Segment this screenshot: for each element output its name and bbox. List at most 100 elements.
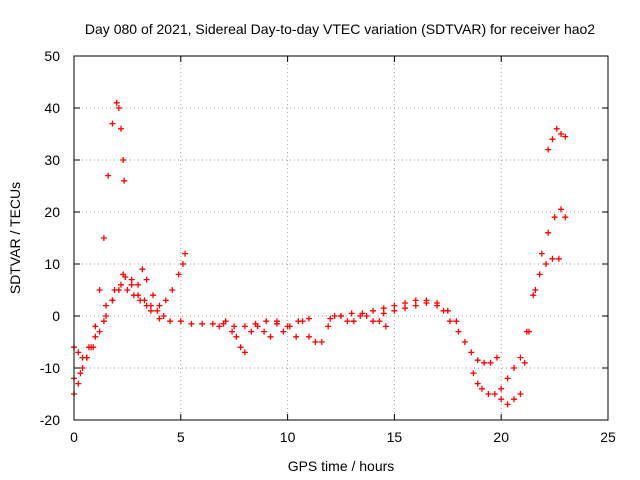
data-point [299,318,306,325]
data-point [231,323,238,330]
series-arc-j [455,328,500,366]
data-points [71,99,569,408]
data-point [305,315,312,322]
data-point [344,318,351,325]
data-point [551,214,558,221]
data-point [481,359,488,366]
data-point [143,276,150,283]
data-point [455,328,462,335]
series-arc-g [305,313,389,345]
data-point [117,125,124,132]
series-arc-e [156,315,312,330]
data-point [549,255,556,262]
data-point [115,105,122,111]
data-point [117,281,124,288]
grid [74,56,608,420]
data-point [444,307,451,314]
data-point [248,328,255,335]
data-point [434,302,441,309]
data-point [111,287,118,293]
data-point [124,287,131,293]
series-arc-l [498,255,562,392]
data-point [75,380,82,387]
data-point [511,365,518,371]
chart-title: Day 080 of 2021, Sidereal Day-to-day VTE… [85,21,595,37]
data-point [562,214,569,221]
x-axis-label: GPS time / hours [288,458,395,474]
data-point [485,391,492,397]
data-point [286,323,293,330]
series-arc-c [71,274,167,382]
data-point [553,125,560,132]
data-point [147,307,154,314]
y-tick-label: 20 [44,204,60,220]
data-point [325,323,332,330]
data-point [293,333,300,340]
y-tick-label: 50 [44,48,60,64]
series-arc-f [216,318,306,356]
x-tick-label: 20 [493,429,509,445]
data-point [461,339,468,345]
data-point [549,136,556,143]
data-point [380,310,387,317]
data-point [504,375,511,382]
data-point [120,271,127,278]
x-tick-label: 25 [600,429,616,445]
data-point [470,370,477,377]
data-point [562,133,569,140]
data-point [331,313,338,319]
data-point [370,307,377,314]
data-point [446,318,453,325]
y-tick-label: 30 [44,152,60,168]
data-point [92,333,99,340]
data-point [558,131,565,137]
data-point [532,287,539,293]
data-point [100,318,107,325]
data-point [318,339,325,345]
data-point [135,292,142,299]
data-point [423,300,430,306]
data-point [545,229,552,236]
data-point [538,250,545,257]
x-tick-label: 5 [177,429,185,445]
data-point [263,318,270,325]
data-point [75,349,82,356]
data-point [348,310,355,317]
data-point [109,297,116,304]
data-point [517,354,524,361]
data-point [491,391,498,397]
data-point [90,344,97,351]
data-point [261,328,268,335]
data-point [233,333,240,340]
data-point [468,349,475,356]
data-point [453,318,460,325]
data-point [96,287,103,293]
data-point [150,292,157,299]
data-point [517,391,524,397]
data-point [179,261,186,267]
data-point [305,333,312,340]
data-point [543,261,550,267]
data-point [402,300,409,306]
data-point [177,318,184,325]
data-point [96,328,103,335]
data-point [412,302,419,309]
y-tick-label: -20 [40,412,60,428]
data-point [474,380,481,387]
data-point [241,349,248,356]
data-point [109,120,116,127]
data-point [216,323,223,330]
data-point [83,354,90,361]
data-point [493,354,500,361]
data-point [175,271,182,278]
data-point [487,359,494,366]
axis-ticks: 0 5 10 15 20 25 -20 -10 0 10 20 30 40 50 [40,48,616,445]
data-point [156,315,163,322]
x-tick-label: 10 [280,429,296,445]
data-point [100,235,107,241]
data-point [370,318,377,325]
y-tick-label: -10 [40,360,60,376]
data-point [103,302,110,309]
data-point [169,287,176,293]
